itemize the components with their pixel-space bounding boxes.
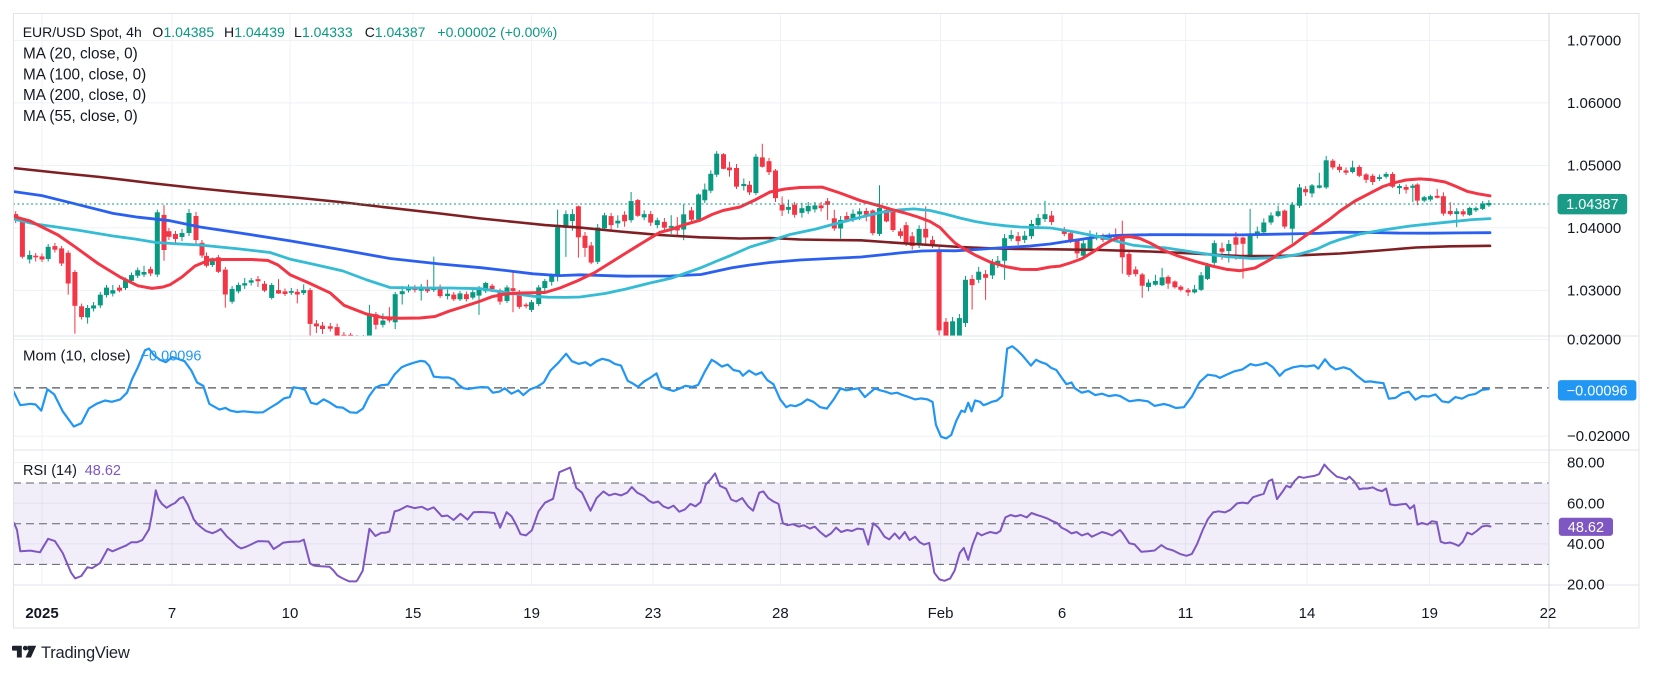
svg-text:23: 23 — [645, 605, 662, 622]
svg-text:60.00: 60.00 — [1567, 495, 1605, 512]
svg-text:48.62: 48.62 — [1568, 520, 1604, 536]
svg-text:−0.00096: −0.00096 — [1567, 383, 1628, 399]
svg-text:22: 22 — [1540, 605, 1557, 622]
svg-text:10: 10 — [282, 605, 299, 622]
svg-text:6: 6 — [1058, 605, 1066, 622]
svg-text:1.04333: 1.04333 — [302, 24, 353, 40]
svg-text:48.62: 48.62 — [85, 463, 121, 479]
svg-text:1.06000: 1.06000 — [1567, 95, 1621, 112]
svg-text:EUR/USD Spot, 4h: EUR/USD Spot, 4h — [23, 24, 142, 40]
svg-text:1.03000: 1.03000 — [1567, 282, 1621, 299]
svg-text:80.00: 80.00 — [1567, 455, 1605, 472]
svg-text:1.04439: 1.04439 — [234, 24, 285, 40]
svg-text:MA (200, close, 0): MA (200, close, 0) — [23, 87, 146, 104]
svg-text:Mom (10, close): Mom (10, close) — [23, 347, 131, 364]
svg-text:C: C — [365, 24, 375, 40]
svg-text:7: 7 — [168, 605, 176, 622]
svg-text:1.04387: 1.04387 — [1566, 197, 1618, 213]
svg-text:40.00: 40.00 — [1567, 536, 1605, 553]
svg-text:14: 14 — [1299, 605, 1316, 622]
svg-text:RSI (14): RSI (14) — [23, 463, 77, 479]
svg-text:1.04000: 1.04000 — [1567, 220, 1621, 237]
svg-text:H: H — [224, 24, 234, 40]
svg-text:1.05000: 1.05000 — [1567, 157, 1621, 174]
svg-text:1.07000: 1.07000 — [1567, 32, 1621, 49]
svg-text:MA (20, close, 0): MA (20, close, 0) — [23, 46, 138, 63]
svg-text:11: 11 — [1178, 605, 1194, 622]
svg-text:15: 15 — [405, 605, 422, 622]
svg-text:MA (100, close, 0): MA (100, close, 0) — [23, 66, 146, 83]
svg-text:1.04387: 1.04387 — [375, 24, 426, 40]
svg-text:19: 19 — [523, 605, 540, 622]
svg-text:MA (55, close, 0): MA (55, close, 0) — [23, 108, 138, 125]
svg-text:1.04385: 1.04385 — [164, 24, 215, 40]
svg-text:20.00: 20.00 — [1567, 577, 1605, 594]
svg-text:2025: 2025 — [25, 605, 58, 622]
svg-text:+0.00002 (+0.00%): +0.00002 (+0.00%) — [437, 24, 557, 40]
svg-text:TradingView: TradingView — [41, 644, 130, 662]
svg-text:−0.00096: −0.00096 — [141, 348, 202, 364]
svg-text:Feb: Feb — [928, 605, 954, 622]
svg-text:19: 19 — [1421, 605, 1438, 622]
svg-text:L: L — [294, 24, 302, 40]
svg-text:0.02000: 0.02000 — [1567, 332, 1621, 349]
svg-text:28: 28 — [772, 605, 789, 622]
svg-text:−0.02000: −0.02000 — [1567, 428, 1630, 445]
svg-text:O: O — [152, 24, 163, 40]
